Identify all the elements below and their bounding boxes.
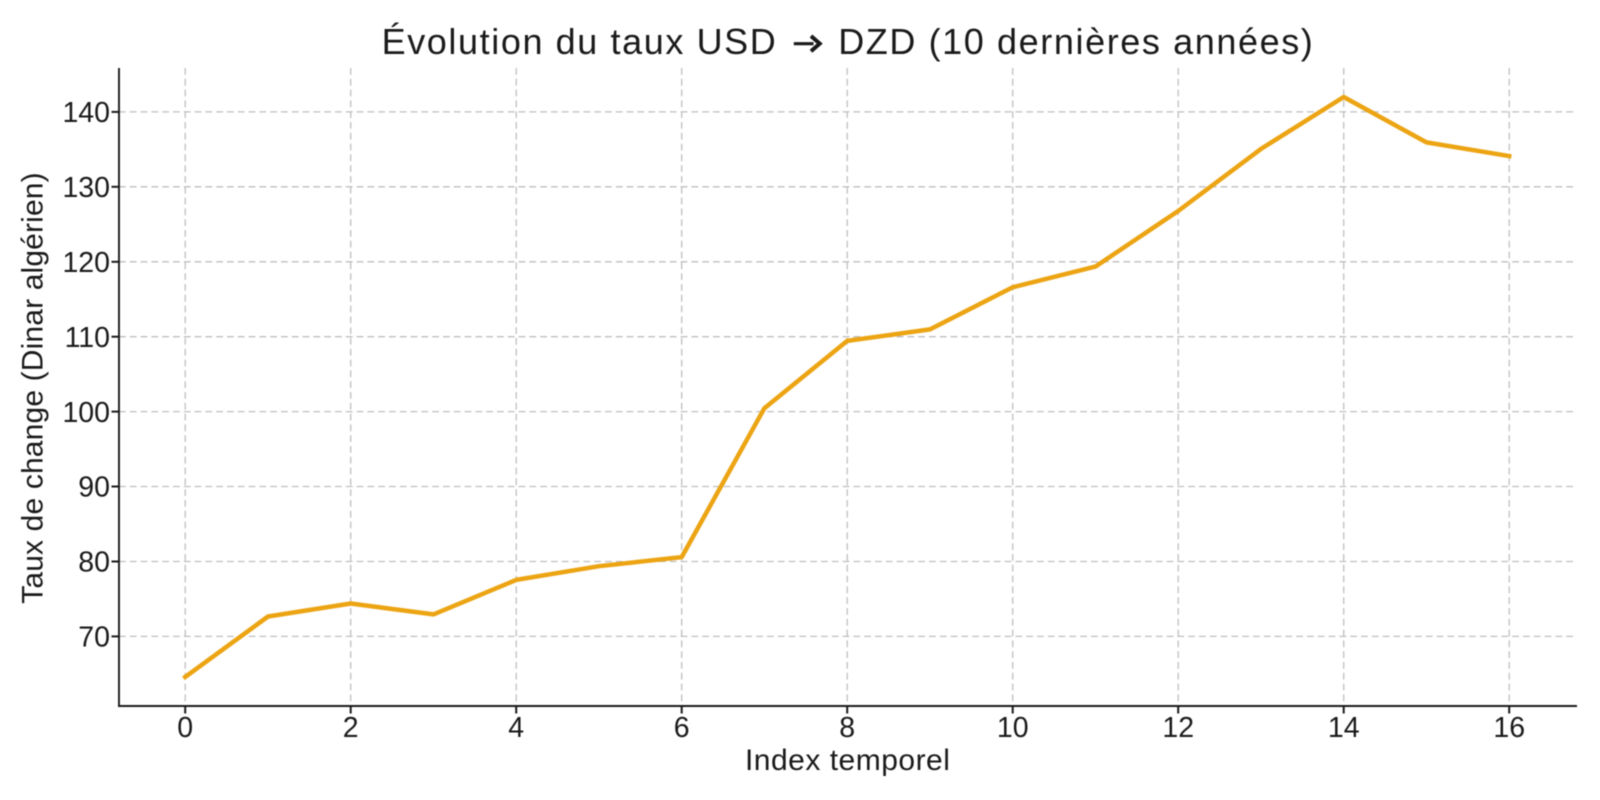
svg-text:80: 80: [78, 547, 110, 579]
svg-text:110: 110: [65, 322, 110, 354]
svg-text:0: 0: [177, 712, 193, 744]
svg-text:100: 100: [62, 397, 110, 429]
svg-text:14: 14: [1328, 712, 1360, 744]
svg-text:6: 6: [674, 712, 690, 744]
svg-text:140: 140: [62, 97, 110, 129]
svg-text:90: 90: [78, 472, 110, 504]
svg-text:130: 130: [62, 172, 110, 204]
svg-text:Évolution du taux USD → DZD (1: Évolution du taux USD → DZD (10 dernière…: [382, 21, 1315, 62]
svg-text:4: 4: [508, 712, 524, 744]
svg-text:12: 12: [1162, 712, 1194, 744]
svg-text:120: 120: [62, 247, 110, 279]
svg-text:10: 10: [997, 712, 1029, 744]
svg-text:70: 70: [78, 622, 110, 654]
svg-text:Index temporel: Index temporel: [745, 744, 950, 777]
svg-text:Taux de change (Dinar algérien: Taux de change (Dinar algérien): [17, 172, 50, 604]
svg-text:2: 2: [343, 712, 359, 744]
svg-text:16: 16: [1493, 712, 1525, 744]
svg-text:8: 8: [839, 712, 855, 744]
